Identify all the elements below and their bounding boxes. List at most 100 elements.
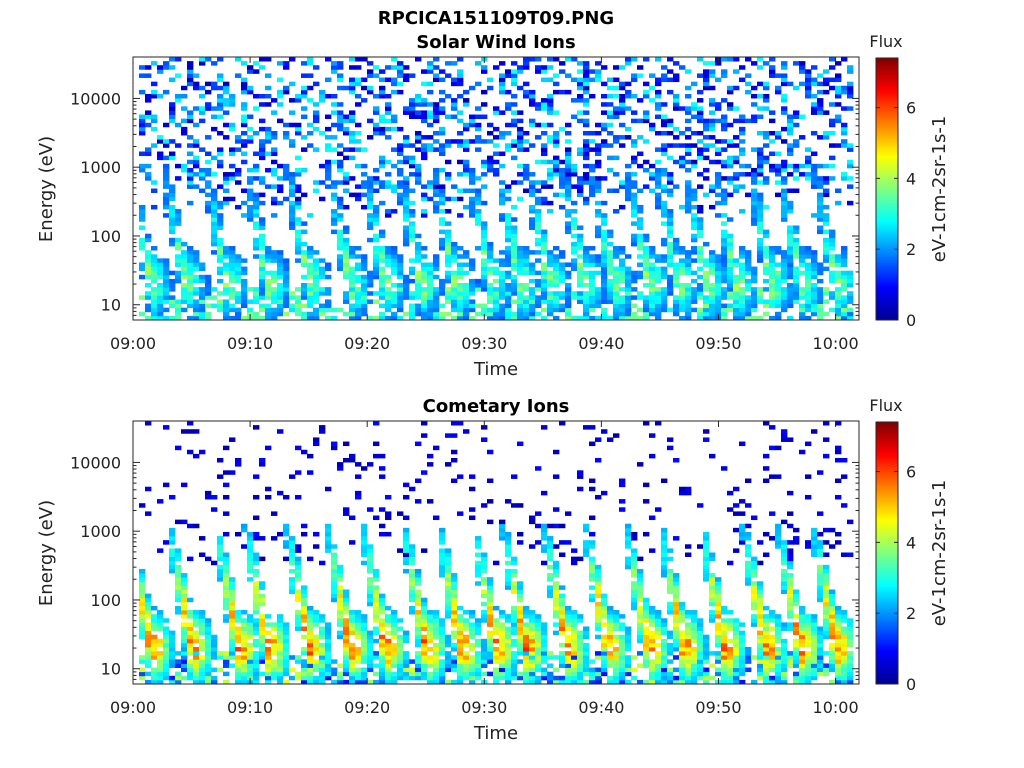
spectrogram-cell: [763, 278, 770, 284]
spectrogram-cell: [253, 589, 260, 594]
spectrogram-cell: [727, 237, 734, 243]
spectrogram-cell: [763, 176, 770, 181]
spectrogram-cell: [421, 634, 428, 640]
spectrogram-cell: [535, 663, 542, 668]
spectrogram-cell: [769, 151, 776, 157]
spectrogram-cell: [727, 295, 734, 300]
spectrogram-cell: [229, 278, 236, 284]
spectrogram-cell: [523, 675, 530, 681]
spectrogram-cell: [337, 614, 344, 619]
spectrogram-cell: [451, 283, 458, 288]
spectrogram-cell: [229, 638, 236, 644]
spectrogram-cell: [433, 167, 440, 173]
spectrogram-cell: [793, 229, 800, 235]
spectrogram-cell: [481, 258, 488, 263]
spectrogram-cell: [343, 618, 350, 623]
spectrogram-cell: [223, 176, 230, 181]
spectrogram-cell: [601, 250, 608, 255]
spectrogram-cell: [559, 274, 566, 280]
spectrogram-cell: [625, 283, 632, 288]
spectrogram-cell: [415, 581, 422, 586]
spectrogram-cell: [427, 114, 434, 120]
spectrogram-cell: [517, 593, 524, 599]
spectrogram-cell: [667, 307, 674, 313]
spectrogram-cell: [265, 307, 272, 313]
spectrogram-cell: [361, 262, 368, 267]
spectrogram-cell: [511, 180, 518, 185]
spectrogram-cell: [211, 200, 218, 206]
spectrogram-cell: [451, 287, 458, 292]
spectrogram-cell: [253, 515, 260, 521]
spectrogram-cell: [355, 163, 362, 169]
spectrogram-cell: [817, 291, 824, 296]
spectrogram-cell: [157, 93, 164, 99]
spectrogram-cell: [481, 246, 488, 251]
spectrogram-cell: [217, 667, 224, 673]
spectrogram-cell: [175, 73, 182, 78]
spectrogram-cell: [241, 270, 248, 276]
spectrogram-cell: [847, 315, 854, 321]
spectrogram-cell: [721, 98, 728, 103]
spectrogram-cell: [415, 614, 422, 619]
spectrogram-cell: [319, 647, 326, 652]
spectrogram-cell: [367, 69, 374, 74]
spectrogram-cell: [187, 274, 194, 280]
spectrogram-cell: [313, 618, 320, 623]
spectrogram-cell: [583, 61, 590, 66]
spectrogram-cell: [523, 188, 530, 194]
spectrogram-cell: [721, 114, 728, 120]
spectrogram-cell: [283, 556, 290, 562]
spectrogram-cell: [505, 258, 512, 263]
spectrogram-cell: [307, 675, 314, 681]
spectrogram-cell: [523, 172, 530, 177]
spectrogram-cell: [193, 618, 200, 623]
spectrogram-cell: [835, 258, 842, 263]
spectrogram-cell: [259, 262, 266, 267]
spectrogram-cell: [331, 679, 338, 685]
spectrogram-cell: [493, 655, 500, 660]
spectrogram-cell: [517, 85, 524, 91]
spectrogram-cell: [715, 283, 722, 288]
spectrogram-cell: [589, 315, 596, 321]
spectrogram-cell: [511, 81, 518, 87]
spectrogram-cell: [217, 536, 224, 541]
spectrogram-cell: [847, 143, 854, 148]
spectrogram-cell: [703, 122, 710, 128]
spectrogram-cell: [685, 159, 692, 165]
spectrogram-cell: [349, 663, 356, 668]
spectrogram-cell: [313, 126, 320, 132]
spectrogram-cell: [355, 655, 362, 660]
spectrogram-cell: [145, 176, 152, 181]
spectrogram-cell: [181, 634, 188, 640]
spectrogram-cell: [205, 135, 212, 140]
spectrogram-cell: [475, 209, 482, 214]
spectrogram-cell: [379, 593, 386, 599]
spectrogram-cell: [769, 139, 776, 144]
spectrogram-cell: [241, 630, 248, 636]
spectrogram-cell: [331, 213, 338, 218]
spectrogram-cell: [403, 482, 410, 488]
spectrogram-cell: [487, 581, 494, 586]
spectrogram-cell: [337, 73, 344, 78]
spectrogram-cell: [373, 601, 380, 607]
spectrogram-cell: [619, 278, 626, 284]
spectrogram-cell: [175, 651, 182, 656]
panel-cometary-ions: Cometary Ions 09:00 09:10 09:20 09:30 09:40 0…: [36, 396, 950, 744]
spectrogram-cell: [337, 110, 344, 115]
spectrogram-cell: [433, 130, 440, 136]
spectrogram-cell: [277, 429, 284, 434]
spectrogram-cell: [847, 65, 854, 70]
spectrogram-cell: [817, 299, 824, 304]
spectrogram-cell: [145, 233, 152, 239]
spectrogram-cell: [481, 503, 488, 508]
spectrogram-cell: [385, 295, 392, 300]
spectrogram-cell: [715, 258, 722, 263]
spectrogram-cell: [181, 605, 188, 611]
spectrogram-cell: [289, 474, 296, 479]
spectrogram-cell: [139, 209, 146, 214]
spectrogram-cell: [499, 258, 506, 263]
spectrogram-cell: [325, 262, 332, 267]
spectrogram-cell: [505, 581, 512, 586]
spectrogram-cell: [421, 295, 428, 300]
spectrogram-cell: [283, 65, 290, 70]
